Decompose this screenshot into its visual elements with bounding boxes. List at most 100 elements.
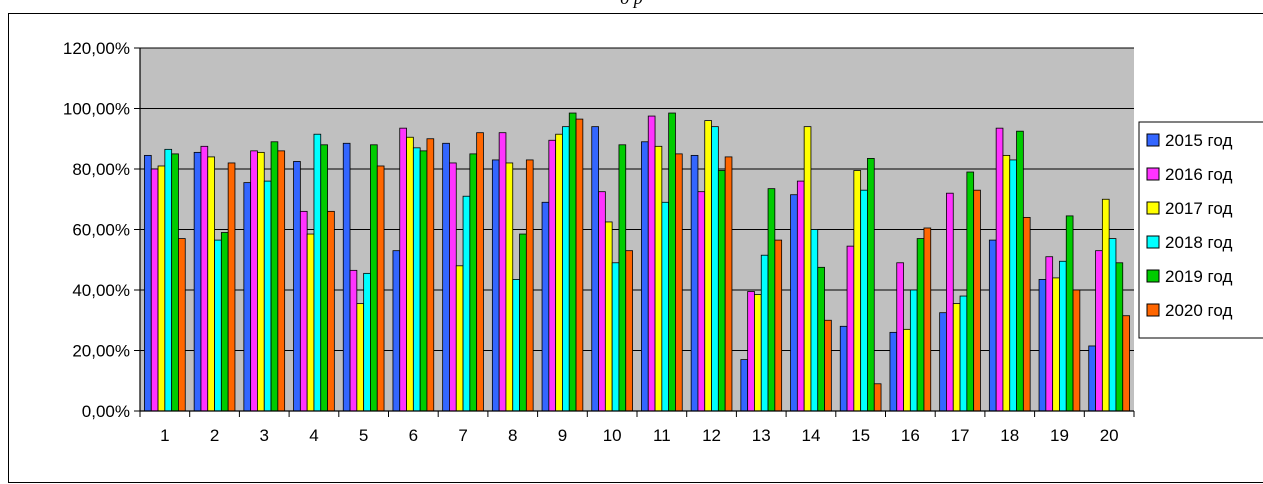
- bar: [916, 238, 925, 412]
- x-tick-label: 18: [1000, 426, 1019, 445]
- bar: [740, 359, 749, 412]
- bar: [462, 195, 471, 412]
- bar: [1052, 277, 1060, 412]
- bar: [697, 191, 706, 412]
- legend-label: 2017 год: [1165, 199, 1232, 218]
- chart-frame: 0,00% 20,00% 40,00% 60,00% 80,00% 100,00% 120,…: [8, 13, 1263, 483]
- x-tick-label: 4: [309, 426, 318, 445]
- bar: [1065, 215, 1074, 412]
- bar: [1122, 315, 1130, 412]
- bar: [803, 126, 812, 412]
- y-tick-labels: 0,00% 20,00% 40,00% 60,00% 80,00% 100,00% 120,…: [63, 39, 130, 421]
- bar: [505, 162, 514, 412]
- bar: [263, 180, 272, 412]
- x-tick-label: 1: [160, 426, 169, 445]
- bar: [349, 269, 358, 412]
- bar: [747, 291, 755, 412]
- bar: [498, 132, 507, 412]
- legend-label: 2018 год: [1165, 233, 1232, 252]
- axes: [134, 47, 1135, 417]
- bar: [370, 144, 378, 412]
- y-tick-label: 20,00%: [72, 342, 130, 361]
- bar: [1072, 289, 1081, 412]
- bar: [1016, 130, 1024, 412]
- bar: [754, 294, 762, 412]
- bar: [760, 254, 769, 412]
- bar: [853, 170, 862, 412]
- x-tick-label: 11: [653, 426, 671, 445]
- bar: [200, 145, 209, 412]
- legend-swatch: [1146, 201, 1160, 215]
- bar: [923, 227, 932, 412]
- bar: [419, 150, 428, 412]
- bar: [399, 127, 407, 412]
- bar: [1038, 279, 1047, 412]
- top-caption: д р: [0, 0, 1263, 9]
- bar: [541, 201, 550, 412]
- bar: [909, 289, 918, 412]
- x-tick-label: 15: [851, 426, 870, 445]
- x-tick-label: 20: [1100, 426, 1119, 445]
- bar: [641, 141, 649, 412]
- bar: [519, 233, 527, 412]
- legend-label: 2020 год: [1165, 301, 1232, 320]
- bar: [1002, 154, 1011, 412]
- y-tick-label: 80,00%: [72, 160, 130, 179]
- x-tick-label: 19: [1050, 426, 1069, 445]
- y-tick-label: 120,00%: [63, 39, 130, 58]
- x-tick-label: 10: [603, 426, 622, 445]
- bar: [1088, 345, 1096, 412]
- bar: [575, 118, 584, 412]
- bar: [455, 265, 464, 412]
- bar: [442, 142, 450, 412]
- bar: [973, 189, 981, 412]
- bar: [867, 158, 875, 412]
- bar: [1108, 238, 1117, 412]
- bar: [717, 170, 726, 412]
- bars: [144, 112, 1130, 412]
- bar: [525, 159, 534, 412]
- bar: [959, 295, 968, 412]
- bar: [889, 331, 898, 412]
- bar: [568, 112, 577, 412]
- x-tick-label: 12: [702, 426, 721, 445]
- bar: [873, 383, 882, 412]
- bar: [392, 250, 401, 412]
- bar: [562, 126, 570, 412]
- bar: [178, 238, 186, 412]
- bar: [250, 150, 258, 412]
- bar: [491, 159, 500, 412]
- x-tick-label: 6: [409, 426, 418, 445]
- bar: [661, 201, 670, 412]
- bar: [299, 210, 308, 412]
- x-tick-label: 2: [210, 426, 219, 445]
- legend-swatch: [1146, 167, 1160, 181]
- bar: [469, 153, 478, 412]
- bar: [939, 312, 947, 412]
- y-tick-label: 60,00%: [72, 221, 130, 240]
- bar: [896, 262, 904, 412]
- bar: [598, 191, 606, 412]
- bar: [618, 144, 627, 412]
- bar: [860, 189, 868, 412]
- bar: [449, 162, 457, 412]
- bar: [1095, 250, 1103, 412]
- bar: [270, 141, 279, 412]
- bar: [839, 325, 848, 412]
- y-tick-label: 100,00%: [63, 100, 130, 119]
- bar: [193, 151, 202, 412]
- bar: [164, 148, 173, 412]
- bar: [363, 272, 371, 412]
- bar: [611, 262, 620, 412]
- bar: [824, 319, 832, 412]
- x-tick-labels: 1 2 3 4 5 6 7 8 9 10 11 12 13 14 15 16 17 18 19 20: [160, 426, 1118, 445]
- bar: [555, 133, 563, 412]
- bar: [796, 180, 805, 412]
- bar: [817, 266, 825, 412]
- bar: [342, 142, 351, 412]
- bar: [654, 145, 663, 412]
- bar: [144, 154, 152, 412]
- bar: [548, 139, 557, 412]
- x-tick-label: 17: [951, 426, 970, 445]
- bar: [214, 239, 222, 412]
